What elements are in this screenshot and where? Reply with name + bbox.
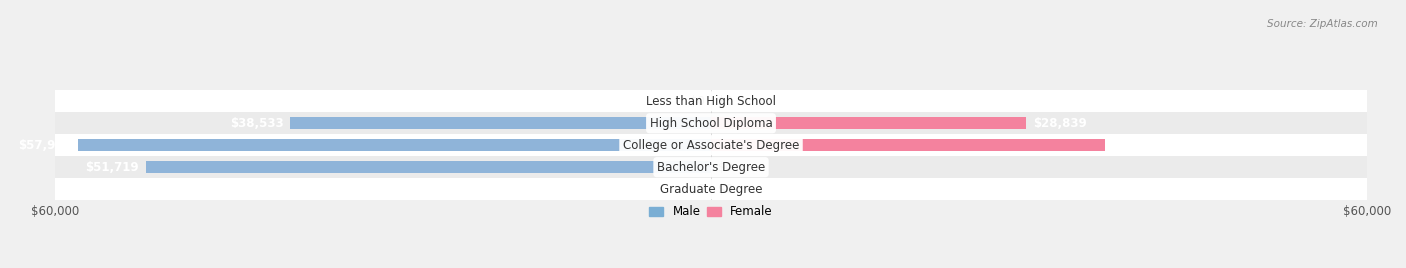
Bar: [55, 134, 1367, 156]
Text: $0: $0: [689, 95, 704, 108]
Text: $0: $0: [689, 183, 704, 196]
Bar: [55, 156, 1367, 178]
Text: Source: ZipAtlas.com: Source: ZipAtlas.com: [1267, 19, 1378, 29]
Bar: [711, 139, 1105, 151]
Text: College or Associate's Degree: College or Associate's Degree: [623, 139, 799, 152]
Text: EARNINGS BY SEX BY EDUCATIONAL ATTAINMENT IN VEEDERSBURG: EARNINGS BY SEX BY EDUCATIONAL ATTAINMEN…: [176, 0, 645, 3]
Text: High School Diploma: High School Diploma: [650, 117, 772, 130]
Bar: [290, 117, 711, 129]
Text: Less than High School: Less than High School: [645, 95, 776, 108]
Text: $0: $0: [717, 95, 733, 108]
Text: $38,533: $38,533: [229, 117, 283, 130]
Text: Bachelor's Degree: Bachelor's Degree: [657, 161, 765, 174]
Bar: [711, 117, 1026, 129]
Text: $28,839: $28,839: [1033, 117, 1087, 130]
Text: $51,719: $51,719: [86, 161, 139, 174]
Bar: [55, 90, 1367, 112]
Text: $0: $0: [717, 183, 733, 196]
Text: $57,917: $57,917: [18, 139, 72, 152]
Bar: [55, 178, 1367, 200]
Text: Graduate Degree: Graduate Degree: [659, 183, 762, 196]
Bar: [55, 112, 1367, 134]
Legend: Male, Female: Male, Female: [650, 205, 773, 218]
Bar: [77, 139, 711, 151]
Text: $36,071: $36,071: [1112, 139, 1166, 152]
Text: $0: $0: [717, 161, 733, 174]
Bar: [146, 161, 711, 173]
